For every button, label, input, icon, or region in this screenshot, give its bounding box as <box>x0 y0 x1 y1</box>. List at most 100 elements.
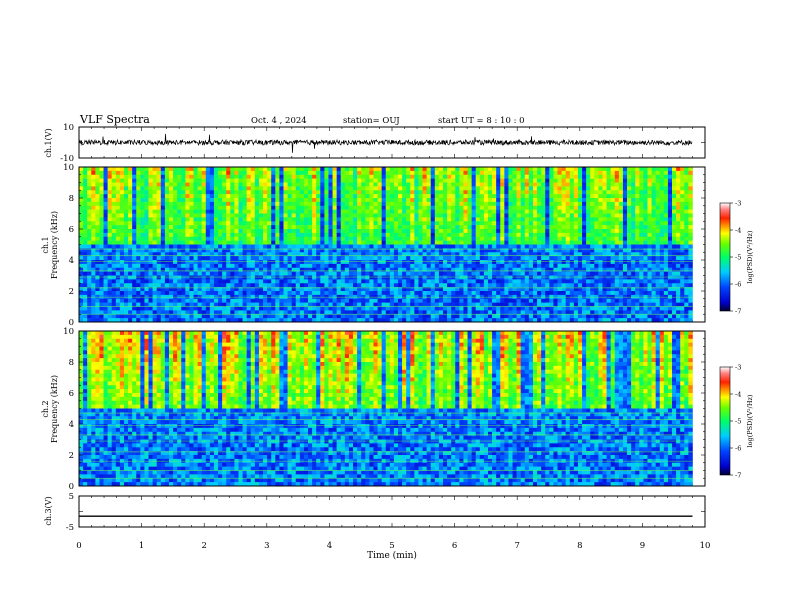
spectrogram-cell <box>492 275 497 280</box>
spectrogram-cell <box>414 225 419 230</box>
spectrogram-cell <box>516 298 522 303</box>
spectrogram-cell <box>373 229 378 234</box>
spectrogram-cell <box>177 229 182 234</box>
spectrogram-cell <box>406 263 411 269</box>
spectrogram-cell <box>218 170 223 176</box>
spectrogram-cell <box>389 167 395 172</box>
spectrogram-cell <box>537 271 542 276</box>
spectrogram-cell <box>512 314 517 319</box>
spectrogram-cell <box>152 306 158 311</box>
spectrogram-cell <box>226 302 231 307</box>
spectrogram-cell <box>463 244 468 249</box>
spectrogram-cell <box>320 236 325 241</box>
spectrogram-cell <box>385 240 391 245</box>
spectrogram-cell <box>443 263 448 269</box>
spectrogram-cell <box>152 182 158 187</box>
spectrogram-cell <box>148 291 153 296</box>
spectrogram-cell <box>520 279 526 284</box>
spectrogram-cell <box>483 260 489 265</box>
spectrogram-cell <box>422 302 427 307</box>
spectrogram-cell <box>254 213 260 218</box>
spectrogram-cell <box>365 306 370 311</box>
spectrogram-cell <box>353 201 358 207</box>
spectrogram-cell <box>218 256 223 261</box>
spectrogram-cell <box>308 314 313 319</box>
spectrogram-cell <box>475 248 481 253</box>
spectrogram-cell <box>230 236 235 241</box>
spectrogram-cell <box>193 267 198 272</box>
spectrogram-cell <box>152 178 158 183</box>
spectrogram-cell <box>324 190 329 195</box>
spectrogram-cell <box>140 221 145 226</box>
spectrogram-cell <box>263 260 268 265</box>
spectrogram-cell <box>144 283 149 288</box>
spectrogram-cell <box>79 174 84 179</box>
x-tick-label: 5 <box>389 541 394 551</box>
spectrogram-cell <box>385 275 391 280</box>
spectrogram-cell <box>340 174 346 179</box>
spectrogram-cell <box>275 217 280 222</box>
spectrogram-cell <box>295 275 301 280</box>
spectrogram-cell <box>303 217 309 222</box>
spectrogram-cell <box>168 194 174 199</box>
spectrogram-cell <box>479 260 485 265</box>
spectrogram-cell <box>479 232 485 238</box>
spectrogram-cell <box>340 225 346 230</box>
spectrogram-cell <box>426 267 432 272</box>
spectrogram-cell <box>168 318 174 323</box>
spectrogram-cell <box>332 283 337 288</box>
spectrogram-cell <box>520 170 526 176</box>
spectrogram-cell <box>267 260 272 265</box>
spectrogram-cell <box>365 170 370 176</box>
spectrogram-cell <box>455 283 460 288</box>
spectrogram-cell <box>181 260 186 265</box>
spectrogram-cell <box>140 174 145 179</box>
spectrogram-cell <box>496 244 501 249</box>
spectrogram-cell <box>250 267 256 272</box>
spectrogram-cell <box>128 229 133 234</box>
spectrogram-cell <box>254 167 260 172</box>
spectrogram-cell <box>291 298 297 303</box>
spectrogram-cell <box>197 167 202 172</box>
spectrogram-cell <box>234 298 239 303</box>
spectrogram-cell <box>83 201 88 207</box>
spectrogram-cell <box>467 310 472 315</box>
spectrogram-cell <box>91 229 96 234</box>
spectrogram-cell <box>234 283 239 288</box>
spectrogram-cell <box>426 174 432 179</box>
spectrogram-cell <box>373 174 378 179</box>
spectrogram-cell <box>119 178 125 183</box>
spectrogram-cell <box>459 194 464 199</box>
spectrogram-cell <box>373 213 378 218</box>
spectrogram-cell <box>156 271 162 276</box>
spectrogram-cell <box>385 178 391 183</box>
spectrogram-cell <box>328 279 333 284</box>
spectrogram-cell <box>328 271 333 276</box>
spectrogram-cell <box>357 287 362 292</box>
spectrogram-cell <box>246 248 252 253</box>
spectrogram-cell <box>410 205 415 210</box>
spectrogram-cell <box>213 201 219 207</box>
spectrogram-cell <box>234 178 239 183</box>
spectrogram-cell <box>324 205 329 210</box>
spectrogram-cell <box>119 198 125 203</box>
spectrogram-cell <box>132 310 137 315</box>
spectrogram-cell <box>455 170 460 176</box>
spectrogram-cell <box>111 314 117 319</box>
spectrogram-cell <box>83 178 88 183</box>
spectrogram-cell <box>324 225 329 230</box>
spectrogram-cell <box>185 225 190 230</box>
spectrogram-cell <box>422 252 427 257</box>
spectrogram-cell <box>410 229 415 234</box>
spectrogram-cell <box>299 252 305 257</box>
spectrogram-cell <box>226 198 231 203</box>
spectrogram-cell <box>136 190 141 195</box>
spectrogram-cell <box>422 267 427 272</box>
spectrogram-cell <box>136 240 141 245</box>
spectrogram-cell <box>496 306 501 311</box>
spectrogram-cell <box>369 314 374 319</box>
spectrogram-cell <box>467 291 472 296</box>
spectrogram-cell <box>418 174 423 179</box>
spectrogram-cell <box>320 302 325 307</box>
spectrogram-cell <box>406 298 411 303</box>
